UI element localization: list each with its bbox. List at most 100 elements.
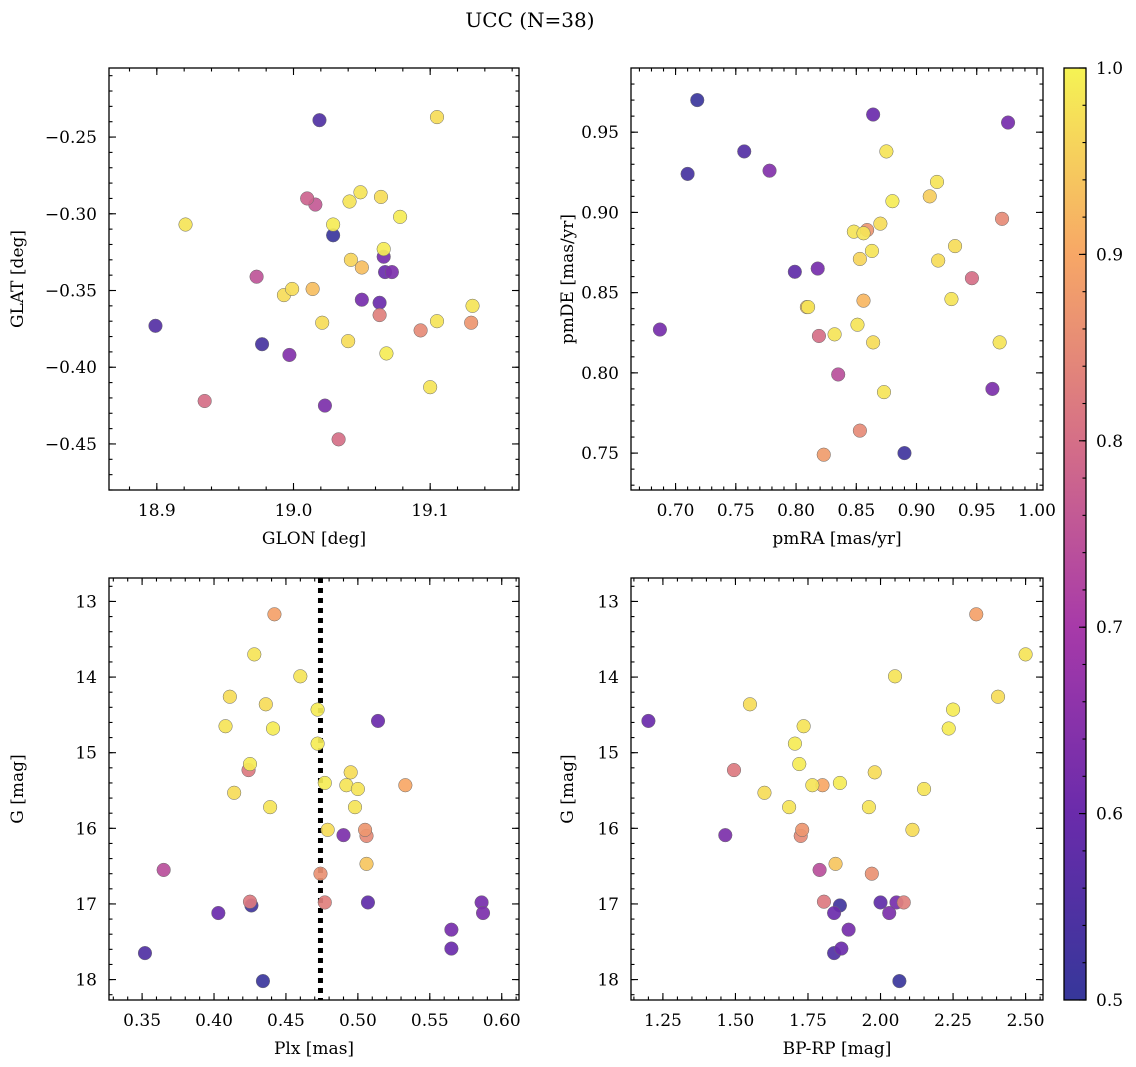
- data-point: [343, 252, 358, 267]
- data-point: [887, 669, 903, 684]
- data-point: [305, 281, 320, 297]
- y-tick-label: 0.95: [581, 123, 619, 143]
- data-point: [941, 721, 956, 736]
- data-point: [885, 194, 900, 209]
- colorbar-frame: [1063, 67, 1087, 1001]
- plot-frame: [108, 577, 520, 1001]
- data-point: [969, 607, 984, 622]
- y-tick-label: 0.90: [581, 203, 619, 223]
- data-point: [310, 736, 325, 751]
- data-point: [1018, 647, 1033, 662]
- panel-bottom-right: 1.25 1.50 1.75 2.00 2.25 2.50 13 14 15 16 17 18 BP-R…: [558, 577, 1045, 1059]
- data-point: [317, 398, 332, 413]
- y-tick-label: 0.80: [581, 364, 619, 384]
- data-point: [856, 226, 871, 241]
- y-tick-label: 13: [75, 592, 97, 612]
- x-tick-label: 1.75: [789, 1011, 827, 1031]
- data-point: [796, 719, 811, 734]
- x-tick-label: 19.1: [411, 501, 449, 521]
- x-tick-label: 0.70: [657, 501, 695, 521]
- x-tick-label: 0.95: [958, 501, 996, 521]
- data-point: [873, 895, 888, 910]
- data-point: [787, 264, 802, 279]
- x-tick-label: 18.9: [138, 501, 176, 521]
- data-point: [347, 800, 363, 815]
- data-point: [148, 318, 163, 333]
- data-point: [816, 447, 831, 462]
- data-point: [850, 317, 865, 332]
- y-tick-label: 17: [597, 895, 619, 915]
- data-point: [317, 775, 332, 790]
- x-axis-label: GLON [deg]: [262, 529, 366, 549]
- colorbar-tick-label: 0.6: [1096, 805, 1123, 825]
- data-point: [326, 217, 341, 232]
- data-point: [1001, 115, 1016, 130]
- data-point: [475, 905, 491, 921]
- data-point: [964, 271, 979, 286]
- data-point: [985, 381, 1000, 396]
- y-tick-label: 15: [597, 744, 619, 764]
- data-point: [990, 689, 1006, 704]
- data-point: [320, 822, 335, 837]
- data-point: [810, 261, 825, 276]
- data-point: [864, 866, 879, 881]
- data-point: [866, 335, 881, 350]
- data-point: [737, 144, 752, 159]
- data-point: [429, 110, 445, 125]
- y-tick-label: 18: [597, 971, 619, 991]
- data-point: [336, 828, 351, 843]
- x-tick-label: 1.00: [1018, 501, 1056, 521]
- data-point: [242, 894, 258, 909]
- x-tick-label: 2.25: [934, 1011, 972, 1031]
- data-point: [882, 905, 897, 921]
- data-point: [258, 697, 273, 712]
- data-point: [379, 346, 394, 361]
- data-point: [680, 166, 695, 181]
- colorbar-tick-label: 0.8: [1096, 432, 1123, 452]
- y-axis-label: G [mag]: [558, 754, 578, 823]
- data-point: [137, 946, 153, 961]
- data-point: [861, 800, 876, 815]
- y-tick-label: 15: [75, 744, 97, 764]
- data-point: [852, 423, 867, 438]
- x-tick-label: 2.50: [1007, 1011, 1045, 1031]
- data-point: [465, 298, 480, 313]
- data-point: [762, 163, 777, 178]
- data-point: [916, 781, 932, 797]
- data-point: [413, 323, 428, 338]
- plot-frame: [108, 67, 520, 491]
- y-axis-label: pmDE [mas/yr]: [558, 214, 578, 344]
- data-point: [994, 211, 1010, 226]
- data-point: [827, 905, 842, 921]
- data-point: [805, 778, 820, 793]
- data-point: [265, 721, 281, 736]
- data-point: [384, 265, 399, 280]
- data-point: [285, 281, 300, 297]
- data-point: [354, 260, 369, 275]
- data-point: [376, 242, 391, 257]
- data-point: [992, 335, 1007, 350]
- data-point: [929, 174, 945, 189]
- data-point: [312, 113, 327, 128]
- plot-frame: [630, 67, 1044, 491]
- data-point: [812, 862, 827, 877]
- data-point: [876, 385, 892, 400]
- data-point: [718, 828, 733, 843]
- colorbar-tick-label: 0.7: [1096, 618, 1123, 638]
- data-point: [353, 185, 368, 200]
- x-tick-label: 0.80: [777, 501, 815, 521]
- y-tick-label: 0.75: [581, 444, 619, 464]
- data-point: [222, 689, 237, 704]
- data-point: [247, 647, 262, 662]
- x-tick-label: 0.45: [267, 1011, 305, 1031]
- data-point: [834, 941, 849, 956]
- x-tick-label: 0.40: [195, 1011, 233, 1031]
- x-axis-label: Plx [mas]: [274, 1039, 354, 1059]
- data-point: [372, 308, 387, 323]
- data-point: [931, 253, 946, 268]
- data-point: [393, 209, 408, 224]
- data-point: [897, 446, 912, 461]
- data-point: [310, 702, 325, 717]
- data-point: [832, 775, 847, 790]
- data-point: [263, 800, 278, 815]
